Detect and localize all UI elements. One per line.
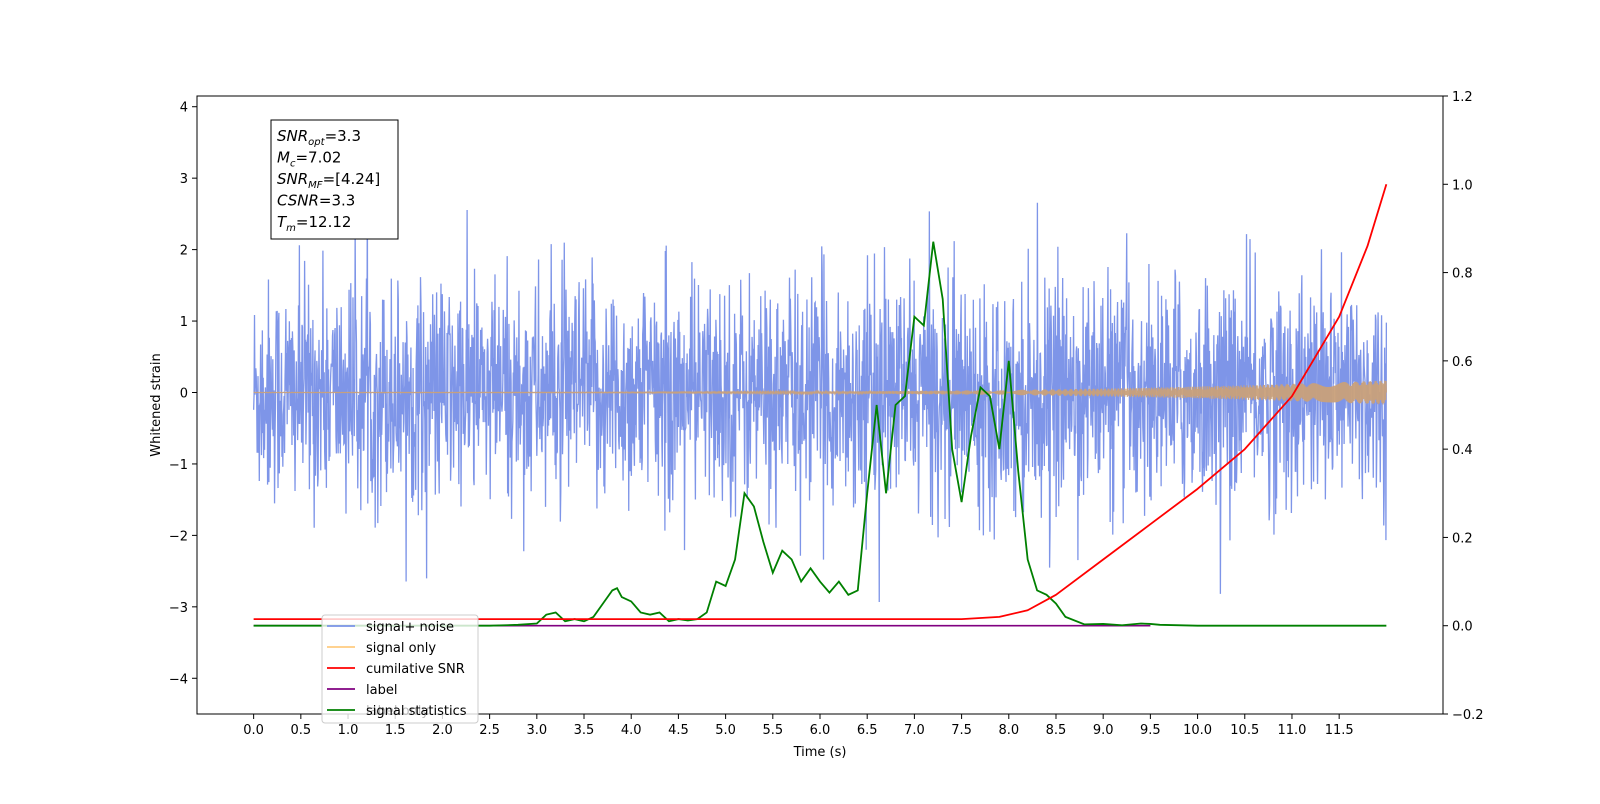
- x-tick-label: 2.5: [479, 723, 500, 738]
- y-tick-label: −4: [169, 672, 188, 687]
- x-tick-label: 6.0: [810, 723, 831, 738]
- y-axis: −4 −3 −2 −1 0 1 2 3 4: [169, 101, 197, 687]
- x-tick-label: 11.5: [1325, 723, 1354, 738]
- y2-tick-label: −0.2: [1452, 708, 1484, 723]
- y-tick-label: 0: [180, 386, 188, 401]
- y2-axis: −0.2 0.0 0.2 0.4 0.6 0.8 1.0 1.2: [1443, 90, 1484, 723]
- x-tick-label: 4.0: [621, 723, 642, 738]
- info-line: CSNR=3.3: [277, 192, 355, 210]
- info-line: Mc=7.02: [277, 149, 341, 170]
- x-tick-label: 9.0: [1093, 723, 1114, 738]
- legend-frame: [321, 614, 479, 724]
- y2-tick-label: 0.2: [1452, 531, 1473, 546]
- y-tick-label: 2: [180, 244, 188, 259]
- plot-area: [252, 180, 1388, 627]
- y-tick-label: −2: [169, 529, 188, 544]
- x-tick-label: 5.0: [715, 723, 736, 738]
- y-tick-label: 4: [180, 101, 188, 116]
- y2-tick-label: 0.4: [1452, 443, 1473, 458]
- y-tick-label: 1: [180, 315, 188, 330]
- x-tick-label: 10.0: [1183, 723, 1212, 738]
- x-tick-label: 7.5: [951, 723, 972, 738]
- x-tick-label: 3.0: [526, 723, 547, 738]
- x-tick-label: 11.0: [1277, 723, 1306, 738]
- x-tick-label: 9.5: [1140, 723, 1161, 738]
- info-line: SNRMF=[4.24]: [277, 170, 380, 191]
- info-box-frame: [270, 119, 399, 240]
- x-axis: 0.0 0.5 1.0 1.5 2.0 2.5 3.0 3.5 4.0 4.5 5.0 5.5 6.0 6…: [243, 714, 1354, 738]
- x-tick-label: 4.5: [668, 723, 689, 738]
- legend-label: label: [366, 683, 397, 698]
- legend-label: signal only: [366, 641, 436, 656]
- y-tick-label: 3: [180, 172, 188, 187]
- legend-label: signal+ noise: [366, 620, 454, 635]
- y2-tick-label: 0.0: [1452, 620, 1473, 635]
- series-signal-only: [253, 380, 1387, 405]
- y2-tick-label: 0.6: [1452, 355, 1473, 370]
- y2-tick-label: 1.2: [1452, 90, 1473, 105]
- x-tick-label: 1.0: [338, 723, 359, 738]
- x-tick-label: 8.5: [1046, 723, 1067, 738]
- x-tick-label: 7.0: [904, 723, 925, 738]
- x-tick-label: 1.5: [385, 723, 406, 738]
- legend-label: signal statistics: [366, 704, 467, 719]
- x-tick-label: 8.0: [998, 723, 1019, 738]
- series-cumulative-snr: [253, 184, 1388, 620]
- series-signal-noise: [252, 180, 1388, 602]
- legend-label: label only: [366, 704, 429, 719]
- x-tick-label: 5.5: [762, 723, 783, 738]
- info-line: SNRopt=3.3: [277, 127, 361, 148]
- y-axis-label: Whitened strain: [149, 353, 164, 456]
- legend-label: cumilative SNR: [366, 662, 465, 677]
- legend: signal+ noise signal only cumilative SNR la…: [321, 614, 479, 724]
- x-tick-label: 10.5: [1230, 723, 1259, 738]
- x-tick-label: 2.0: [432, 723, 453, 738]
- info-line: Tm=12.12: [277, 213, 351, 234]
- x-tick-label: 6.5: [857, 723, 878, 738]
- x-tick-label: 3.5: [574, 723, 595, 738]
- series-signal-statistics: [253, 241, 1387, 627]
- y-tick-label: −1: [169, 458, 188, 473]
- y-tick-label: −3: [169, 601, 188, 616]
- x-tick-label: 0.0: [243, 723, 264, 738]
- y2-tick-label: 0.8: [1452, 267, 1473, 282]
- x-axis-label: Time (s): [793, 745, 847, 760]
- y2-tick-label: 1.0: [1452, 178, 1473, 193]
- x-tick-label: 0.5: [290, 723, 311, 738]
